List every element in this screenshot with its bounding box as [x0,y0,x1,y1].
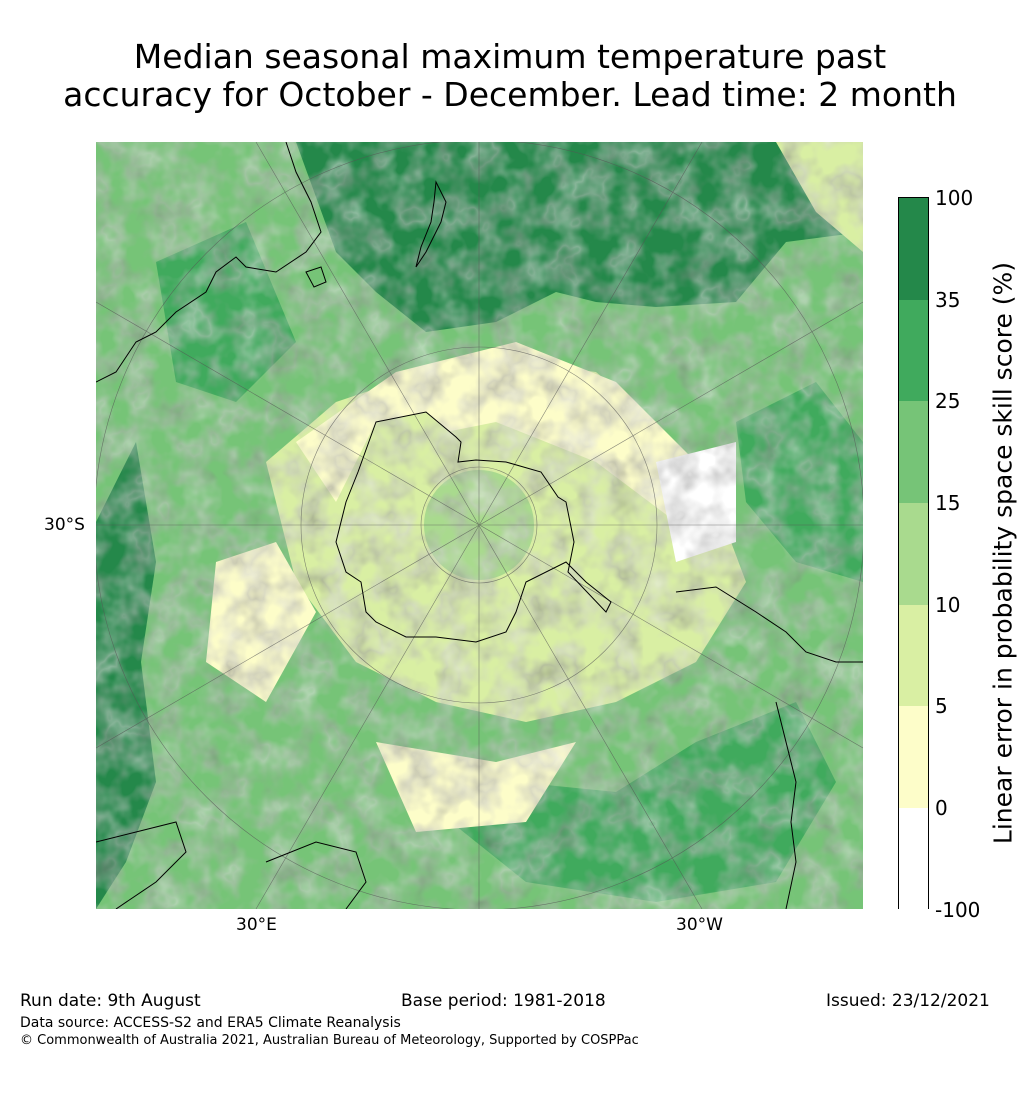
colorbar-bin-10-15 [899,503,928,605]
colorbar-tick-0: 0 [935,796,948,820]
chart-title: Median seasonal maximum temperature past… [0,38,1020,114]
title-line-1: Median seasonal maximum temperature past [133,37,887,76]
colorbar-bin-0-5 [899,706,928,808]
copyright: © Commonwealth of Australia 2021, Austra… [20,1033,639,1048]
lon-label-30w: 30°W [676,915,723,935]
colorbar-tick-100: 100 [935,186,974,210]
title-line-2: accuracy for October - December. Lead ti… [63,75,957,114]
run-date: Run date: 9th August [20,991,201,1011]
colorbar-tick-5: 5 [935,694,948,718]
colorbar-bin-15-25 [899,401,928,503]
colorbar-tick-15: 15 [935,491,961,515]
colorbar-bin-5-10 [899,605,928,706]
data-source: Data source: ACCESS-S2 and ERA5 Climate … [20,1015,401,1031]
colorbar-bin-35-100 [899,198,928,300]
colorbar-tick-25: 25 [935,389,961,413]
colorbar-title: Linear error in probability space skill … [988,261,1018,845]
texture-overlay [96,142,863,909]
skill-score-map [96,142,863,909]
africa-coastline [96,821,187,909]
graticule [96,142,863,909]
australia-coastline [96,142,322,383]
south-america-west-coast [775,701,797,909]
colorbar-bin-neg100-0 [899,808,928,910]
lon-label-30e: 30°E [236,915,277,935]
coastlines [96,142,863,909]
antarctica-coastline [335,411,612,643]
tasmania-coastline [305,266,327,288]
colorbar-tick-35: 35 [935,288,961,312]
issued-date: Issued: 23/12/2021 [826,991,990,1011]
colorbar [898,197,929,910]
new-zealand-coastline [415,180,447,268]
lat-label-30s: 30°S [44,515,85,535]
south-america-coastline [675,586,863,663]
colorbar-tick-neg100: -100 [935,898,981,922]
colorbar-tick-10: 10 [935,593,961,617]
base-period: Base period: 1981-2018 [401,991,606,1011]
colorbar-bin-25-35 [899,300,928,401]
madagascar-coastline [265,841,367,909]
